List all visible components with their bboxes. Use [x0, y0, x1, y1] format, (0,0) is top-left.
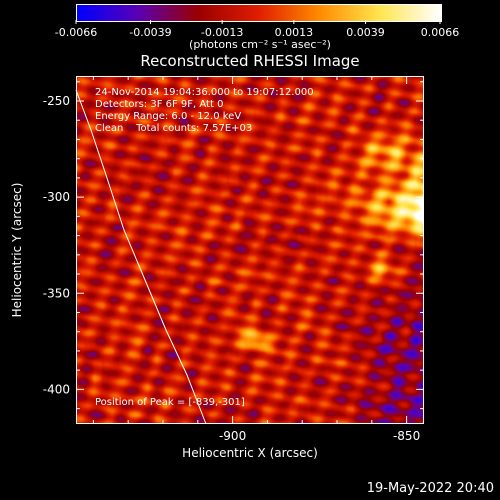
colorbar-tick-label: 0.0039: [346, 26, 385, 39]
colorbar: [76, 4, 442, 22]
colorbar-units: (photons cm⁻² s⁻¹ asec⁻²): [189, 38, 331, 51]
colorbar-tick-label: -0.0013: [201, 26, 243, 39]
x-tick-label: -900: [219, 429, 246, 443]
colorbar-tick-label: 0.0066: [421, 26, 460, 39]
info-detectors: Detectors: 3F 6F 9F, Att 0: [95, 99, 224, 110]
y-tick-label: -250: [43, 94, 70, 108]
info-energy-range: Energy Range: 6.0 - 12.0 keV: [95, 111, 242, 122]
info-time-range: 24-Nov-2014 19:04:36.000 to 19:07:12.000: [95, 87, 314, 98]
x-axis-label: Heliocentric X (arcsec): [182, 446, 318, 460]
chart-title: Reconstructed RHESSI Image: [140, 52, 360, 70]
y-tick-label: -400: [43, 382, 70, 396]
x-tick-label: -850: [393, 429, 420, 443]
colorbar-tick-label: -0.0066: [55, 26, 97, 39]
colorbar-gradient: [76, 4, 442, 22]
y-tick-label: -300: [43, 190, 70, 204]
y-axis-label: Heliocentric Y (arcsec): [10, 182, 24, 318]
colorbar-axis: -0.0066 -0.0039 -0.0013 0.0013 0.0039 0.0066: [55, 20, 460, 39]
footer-timestamp: 19-May-2022 20:40: [366, 481, 494, 496]
info-peak-position: Position of Peak = [-839,-301]: [95, 397, 245, 408]
colorbar-tick-label: 0.0013: [275, 26, 314, 39]
info-clean-counts: Clean Total counts: 7.57E+03: [95, 123, 253, 134]
colorbar-tick-label: -0.0039: [129, 26, 171, 39]
y-tick-label: -350: [43, 286, 70, 300]
